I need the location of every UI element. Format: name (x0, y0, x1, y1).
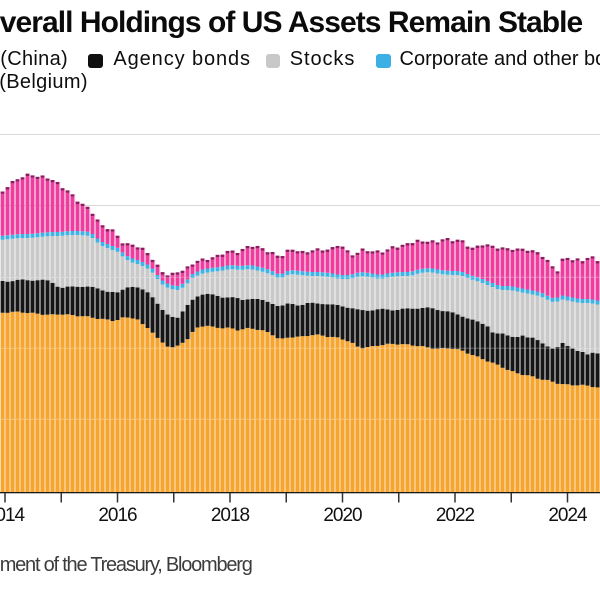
svg-text:2022: 2022 (436, 505, 475, 526)
svg-text:2020: 2020 (323, 505, 362, 526)
svg-text:2014: 2014 (0, 505, 26, 526)
svg-text:2024: 2024 (548, 505, 588, 526)
svg-text:2016: 2016 (98, 505, 137, 526)
svg-text:2018: 2018 (211, 505, 250, 526)
